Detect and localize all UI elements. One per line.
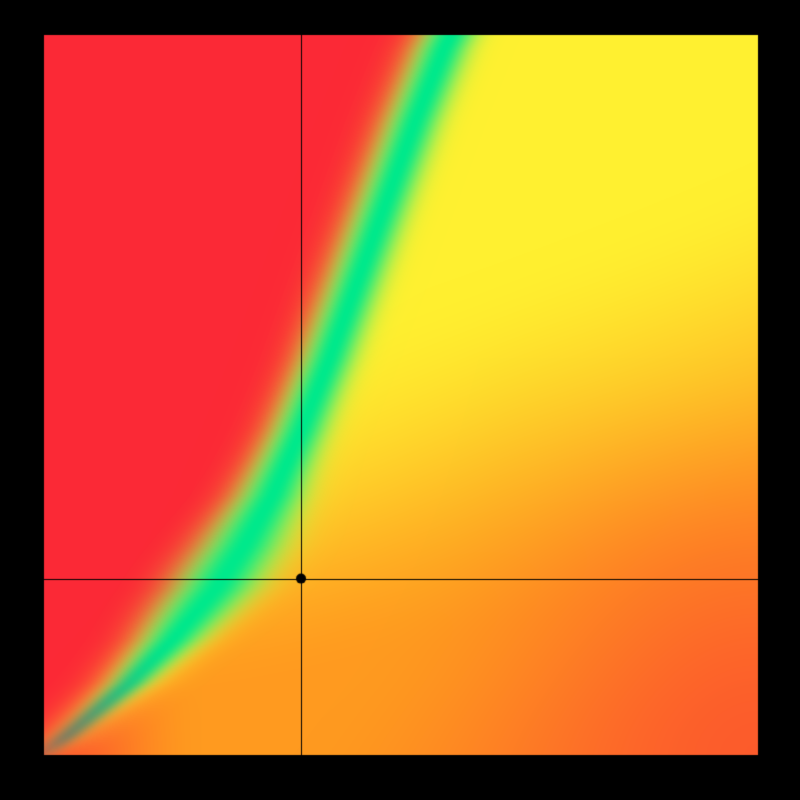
root: TheBottleneck.com	[0, 0, 800, 800]
bottleneck-heatmap	[0, 0, 800, 800]
